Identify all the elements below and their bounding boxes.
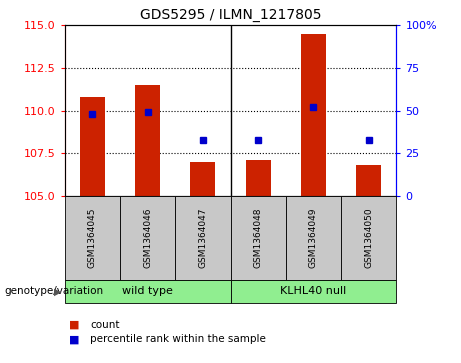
- Text: GSM1364047: GSM1364047: [198, 208, 207, 268]
- Bar: [230, 196, 286, 280]
- Text: percentile rank within the sample: percentile rank within the sample: [90, 334, 266, 344]
- Text: wild type: wild type: [122, 286, 173, 296]
- Bar: [135, 85, 160, 196]
- Bar: [190, 162, 215, 196]
- Bar: [301, 34, 326, 196]
- Bar: [65, 280, 230, 303]
- Text: ■: ■: [69, 320, 80, 330]
- Text: GSM1364049: GSM1364049: [309, 208, 318, 268]
- Bar: [341, 196, 396, 280]
- Bar: [230, 280, 396, 303]
- Bar: [246, 160, 271, 196]
- Text: genotype/variation: genotype/variation: [5, 286, 104, 296]
- Text: GSM1364045: GSM1364045: [88, 208, 97, 268]
- Text: count: count: [90, 320, 119, 330]
- Bar: [175, 196, 230, 280]
- Text: ▶: ▶: [54, 286, 61, 296]
- Text: GSM1364046: GSM1364046: [143, 208, 152, 268]
- Title: GDS5295 / ILMN_1217805: GDS5295 / ILMN_1217805: [140, 8, 321, 22]
- Bar: [80, 97, 105, 196]
- Text: GSM1364048: GSM1364048: [254, 208, 263, 268]
- Bar: [286, 196, 341, 280]
- Text: ■: ■: [69, 334, 80, 344]
- Bar: [356, 165, 381, 196]
- Text: GSM1364050: GSM1364050: [364, 207, 373, 268]
- Bar: [120, 196, 175, 280]
- Text: KLHL40 null: KLHL40 null: [280, 286, 347, 296]
- Bar: [65, 196, 120, 280]
